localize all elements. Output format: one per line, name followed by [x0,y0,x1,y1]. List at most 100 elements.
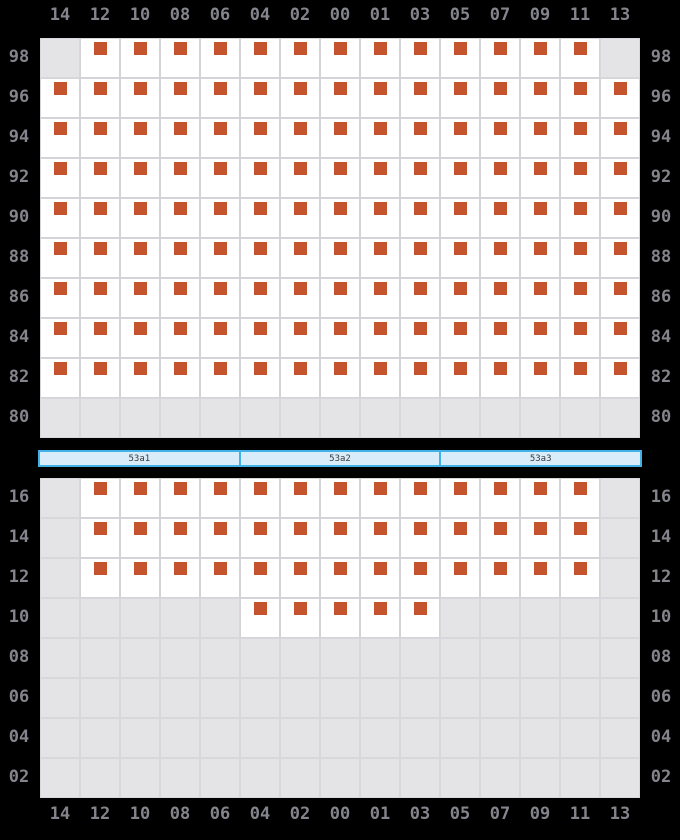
seat-cell[interactable] [360,478,400,518]
seat-cell[interactable] [120,118,160,158]
seat-cell[interactable] [360,118,400,158]
seat-cell[interactable] [40,78,80,118]
seat-cell[interactable] [400,198,440,238]
seat-cell[interactable] [480,278,520,318]
seat-cell[interactable] [320,38,360,78]
seat-cell[interactable] [200,238,240,278]
seat-cell[interactable] [120,558,160,598]
seat-cell[interactable] [240,38,280,78]
seat-cell[interactable] [520,518,560,558]
seat-cell[interactable] [80,198,120,238]
seat-cell[interactable] [560,238,600,278]
seat-cell[interactable] [320,478,360,518]
seat-cell[interactable] [360,38,400,78]
seat-cell[interactable] [520,358,560,398]
seat-cell[interactable] [520,558,560,598]
seat-cell[interactable] [120,198,160,238]
seat-cell[interactable] [160,158,200,198]
seat-cell[interactable] [40,238,80,278]
seat-cell[interactable] [120,358,160,398]
seat-cell[interactable] [480,198,520,238]
seat-cell[interactable] [440,238,480,278]
seat-cell[interactable] [520,118,560,158]
seat-cell[interactable] [280,78,320,118]
seat-cell[interactable] [440,118,480,158]
seat-cell[interactable] [520,278,560,318]
seat-cell[interactable] [360,198,400,238]
seat-cell[interactable] [120,38,160,78]
seat-cell[interactable] [280,278,320,318]
seat-cell[interactable] [280,318,320,358]
seat-cell[interactable] [560,118,600,158]
seat-cell[interactable] [360,518,400,558]
seat-cell[interactable] [440,518,480,558]
seat-cell[interactable] [160,358,200,398]
seat-cell[interactable] [120,278,160,318]
seat-cell[interactable] [320,118,360,158]
seat-cell[interactable] [440,158,480,198]
seat-cell[interactable] [480,238,520,278]
seat-cell[interactable] [80,558,120,598]
seat-cell[interactable] [120,318,160,358]
seat-cell[interactable] [360,278,400,318]
seat-cell[interactable] [160,78,200,118]
seat-cell[interactable] [280,118,320,158]
seat-cell[interactable] [480,478,520,518]
seat-cell[interactable] [320,198,360,238]
seat-cell[interactable] [40,358,80,398]
seat-cell[interactable] [560,78,600,118]
seat-cell[interactable] [600,358,640,398]
seat-cell[interactable] [480,78,520,118]
seat-cell[interactable] [280,478,320,518]
seat-cell[interactable] [440,358,480,398]
seat-cell[interactable] [400,598,440,638]
seat-cell[interactable] [320,558,360,598]
seat-cell[interactable] [240,238,280,278]
seat-cell[interactable] [360,358,400,398]
seat-cell[interactable] [320,278,360,318]
seat-cell[interactable] [440,198,480,238]
seat-cell[interactable] [40,318,80,358]
seat-cell[interactable] [320,598,360,638]
seat-cell[interactable] [520,78,560,118]
seat-cell[interactable] [240,478,280,518]
seat-cell[interactable] [440,478,480,518]
seat-cell[interactable] [240,78,280,118]
seat-cell[interactable] [600,318,640,358]
seat-cell[interactable] [160,198,200,238]
seat-cell[interactable] [240,278,280,318]
seat-cell[interactable] [520,38,560,78]
seat-cell[interactable] [520,238,560,278]
seat-cell[interactable] [560,318,600,358]
seat-cell[interactable] [480,518,520,558]
seat-cell[interactable] [400,78,440,118]
seat-cell[interactable] [320,158,360,198]
seat-cell[interactable] [600,118,640,158]
seat-cell[interactable] [280,38,320,78]
seat-cell[interactable] [400,118,440,158]
seat-cell[interactable] [120,478,160,518]
seat-cell[interactable] [560,278,600,318]
seat-cell[interactable] [600,158,640,198]
seat-cell[interactable] [400,478,440,518]
seat-cell[interactable] [360,238,400,278]
seat-cell[interactable] [400,518,440,558]
seat-cell[interactable] [520,158,560,198]
seat-cell[interactable] [480,118,520,158]
seat-cell[interactable] [160,478,200,518]
seat-cell[interactable] [240,198,280,238]
seat-cell[interactable] [400,278,440,318]
seat-cell[interactable] [360,158,400,198]
seat-cell[interactable] [440,78,480,118]
seat-cell[interactable] [560,358,600,398]
seat-cell[interactable] [240,558,280,598]
seat-cell[interactable] [280,518,320,558]
seat-cell[interactable] [320,318,360,358]
seat-cell[interactable] [520,318,560,358]
seat-cell[interactable] [280,238,320,278]
seat-cell[interactable] [280,598,320,638]
seat-cell[interactable] [560,158,600,198]
seat-cell[interactable] [200,158,240,198]
seat-cell[interactable] [600,78,640,118]
seat-cell[interactable] [80,358,120,398]
